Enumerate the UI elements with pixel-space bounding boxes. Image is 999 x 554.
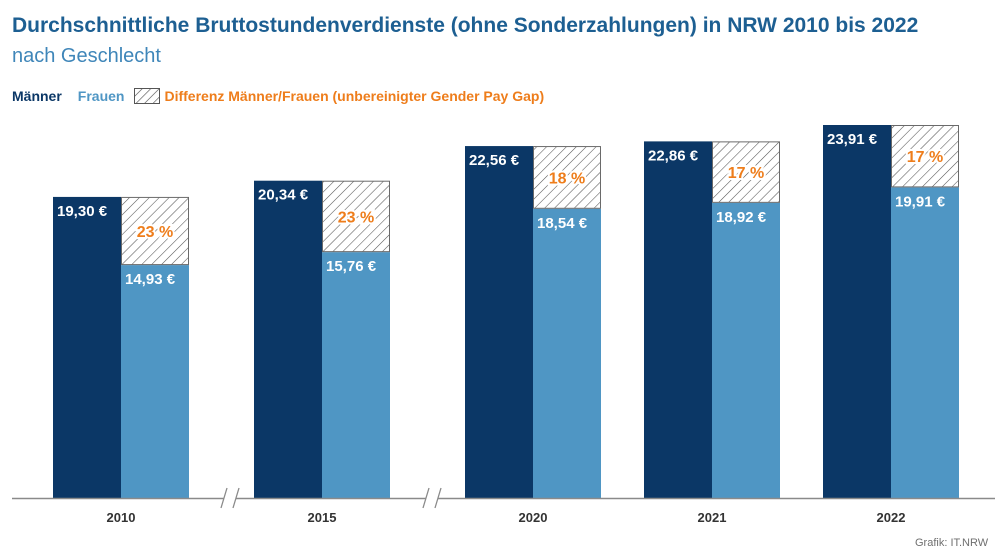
x-tick-label-2020: 2020 xyxy=(519,510,548,525)
bar-label-women-2020: 18,54 € xyxy=(537,215,588,232)
bar-label-men-2015: 20,34 € xyxy=(258,187,309,204)
gap-label-2022: 17 % xyxy=(907,149,943,166)
gap-label-2015: 23 % xyxy=(338,209,374,226)
bar-women-2022 xyxy=(891,187,959,499)
bar-label-men-2020: 22,56 € xyxy=(469,152,520,169)
x-tick-label-2015: 2015 xyxy=(308,510,337,525)
chart-subtitle: nach Geschlecht xyxy=(12,45,161,67)
chart-legend: Männer Frauen Differenz Männer/Frauen (u… xyxy=(12,86,544,106)
legend-item-difference: Differenz Männer/Frauen (unbereinigter G… xyxy=(134,88,544,104)
legend-item-men: Männer xyxy=(12,88,62,104)
bar-label-women-2010: 14,93 € xyxy=(125,271,176,288)
bar-men-2022 xyxy=(823,125,891,498)
bar-label-women-2022: 19,91 € xyxy=(895,193,946,210)
bar-label-women-2015: 15,76 € xyxy=(326,258,377,275)
x-tick-label-2021: 2021 xyxy=(698,510,727,525)
bar-men-2020 xyxy=(465,146,533,498)
bar-women-2020 xyxy=(533,208,601,498)
bar-women-2021 xyxy=(712,202,780,498)
bar-label-men-2010: 19,30 € xyxy=(57,203,108,220)
gap-label-2010: 23 % xyxy=(137,224,173,241)
bar-label-men-2022: 23,91 € xyxy=(827,131,878,148)
axis-break-mark-1 xyxy=(220,487,240,509)
chart-title: Durchschnittliche Bruttostundenverdienst… xyxy=(12,14,919,37)
gap-label-2021: 17 % xyxy=(728,165,764,182)
bar-label-women-2021: 18,92 € xyxy=(716,209,767,226)
bar-men-2010 xyxy=(53,196,121,499)
legend-item-difference-label: Differenz Männer/Frauen (unbereinigter G… xyxy=(164,88,545,104)
gap-segment-2021 xyxy=(712,141,780,203)
gap-segment-2020 xyxy=(533,146,601,209)
axis-break-mark-2 xyxy=(422,487,442,509)
x-tick-label-2010: 2010 xyxy=(107,510,136,525)
hatch-swatch-icon xyxy=(134,88,161,104)
source-credit: Grafik: IT.NRW xyxy=(915,537,989,549)
gap-segment-2022 xyxy=(891,125,959,188)
bar-women-2015 xyxy=(322,252,390,498)
bar-men-2021 xyxy=(644,141,712,498)
x-tick-label-2022: 2022 xyxy=(877,510,906,525)
bar-men-2015 xyxy=(254,180,322,499)
legend-item-women: Frauen xyxy=(77,88,125,104)
gap-segment-2015 xyxy=(322,180,390,253)
bar-women-2010 xyxy=(121,265,189,498)
gap-segment-2010 xyxy=(121,196,189,266)
gap-label-2020: 18 % xyxy=(549,170,585,187)
bar-label-men-2021: 22,86 € xyxy=(648,147,699,164)
